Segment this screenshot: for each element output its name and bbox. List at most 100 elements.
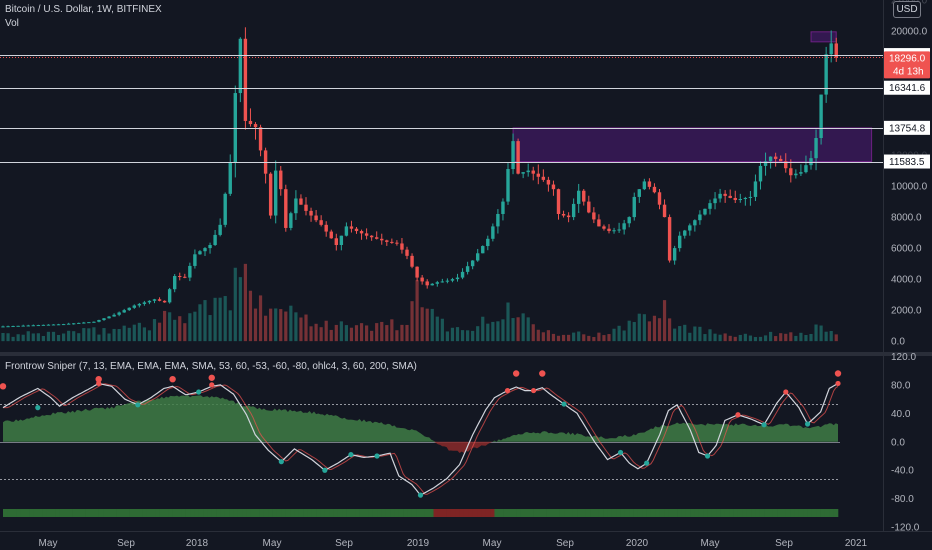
candle-body [713,198,717,204]
trend-band-segment [472,509,478,517]
candle-body [142,302,147,304]
level-label-box [884,80,930,95]
volume-bar [304,314,308,342]
volume-bar [814,324,818,342]
trend-band-segment [16,509,21,517]
candle-body [637,189,641,197]
candle-body [122,310,126,313]
osc-dot-teal [348,451,354,458]
volume-bar [673,328,677,342]
volume-bar [137,322,141,342]
osc-dot-teal [278,459,284,465]
volume-bar [491,321,495,342]
volume-bar [708,329,712,342]
candle-body [768,156,773,162]
trend-band-segment [664,509,669,517]
candle-body [824,54,828,95]
candle-body [496,213,500,227]
candle-body [698,214,702,221]
candle-body [728,195,732,198]
volume-bar [107,333,111,342]
trend-band-segment [420,509,426,517]
candle-body [577,190,581,204]
currency-button[interactable]: USD [893,1,921,18]
trend-band-segment [659,509,665,517]
candle-body [92,321,96,323]
candle-body [809,158,813,166]
volume-bar [41,335,45,342]
candle-body [672,248,677,261]
trend-band-segment [220,509,226,517]
candle-body [183,276,187,278]
time-tick-label: May [263,538,282,549]
candle-body [662,204,667,218]
trend-band-segment [142,509,147,517]
volume-bar [496,321,500,342]
time-tick-label: May [701,538,720,549]
candle-body [440,281,445,283]
candle-body [551,184,556,190]
volume-bar [561,334,566,342]
trend-band-segment [59,509,65,517]
volume-bar [248,290,253,342]
volume-bar [122,325,126,342]
osc-dot-teal [322,467,328,473]
candle-body [491,226,495,239]
osc-dot-teal [761,422,767,428]
supply-zone-1 [810,31,837,43]
indicator-title: Frontrow Sniper (7, 13, EMA, EMA, EMA, S… [5,361,417,372]
volume-bar [511,318,515,342]
candle-body [481,246,485,254]
trend-band-segment [729,509,734,517]
countdown-label: 4d 13h [893,66,924,77]
volume-bar [354,325,359,342]
trend-band-segment [350,509,356,517]
trend-band-segment [581,509,587,517]
trend-band-segment [668,509,674,517]
candle-body [329,231,333,239]
volume-bar [678,326,682,342]
trend-band-segment [272,509,278,517]
candle-body [556,189,561,214]
candle-body [688,225,692,231]
osc-tick-label: 120.0 [891,352,916,363]
trend-band-segment [207,509,213,517]
trend-band-segment [285,509,291,517]
trend-band-segment [724,509,730,517]
trend-band-segment [33,509,39,517]
volume-bar [274,308,278,342]
candle-body [582,190,586,202]
trend-band-segment [185,509,191,517]
trend-band-segment [85,509,91,517]
price-chart [0,27,883,342]
volume-bar [526,317,530,342]
volume-bar [703,334,707,342]
trend-band-segment [359,509,365,517]
candle-body [82,322,86,324]
volume-bar [284,311,288,342]
trend-band-segment [646,509,652,517]
osc-dot-teal [644,460,650,466]
trend-band-segment [785,509,791,517]
volume-bar [324,320,328,342]
volume-bar [769,331,773,342]
trend-band-segment [503,509,508,517]
volume-bar [693,326,697,342]
candle-body [400,243,404,250]
trend-band-segment [107,509,113,517]
level-label: 16341.6 [889,83,926,94]
trend-band-segment [276,509,282,517]
candle-body [521,172,525,174]
trend-band-segment [807,509,813,517]
candle-body [46,324,51,326]
trend-band-segment [624,509,630,517]
volume-bar [688,332,692,342]
trend-band-segment [237,509,243,517]
candle-body [718,193,722,199]
volume-bar [445,331,449,342]
trend-band-segment [63,509,69,517]
trend-band-segment [329,509,334,517]
last-price-label: 18296.0 [889,53,926,64]
trend-band-segment [559,509,565,517]
trend-band-segment [716,509,721,517]
